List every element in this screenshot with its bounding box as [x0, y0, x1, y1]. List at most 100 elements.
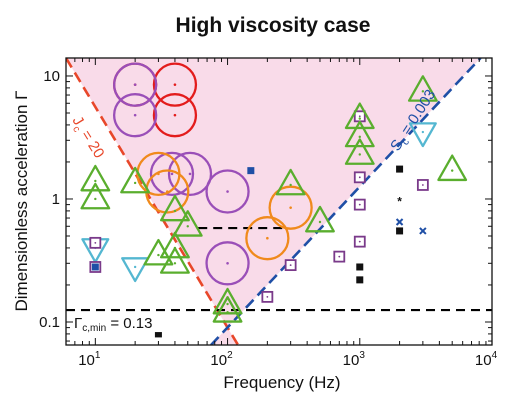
triangle-center-dot [226, 302, 229, 306]
triangle-down-marker [408, 122, 437, 148]
square-center-dot [266, 295, 269, 298]
triangle-center-dot [358, 135, 361, 139]
circle-ring [245, 216, 290, 261]
circle-center-dot [289, 206, 292, 209]
triangle-center-dot [94, 179, 97, 183]
triangle-shape [159, 194, 190, 222]
triangle-shape [344, 138, 375, 165]
open-square-marker [353, 198, 366, 211]
cross-marker [395, 218, 404, 226]
triangle-center-dot [133, 265, 137, 269]
open-square-marker [333, 250, 346, 263]
star-marker: * [397, 195, 402, 209]
triangle-shape [344, 120, 375, 148]
triangle-up-marker [159, 247, 190, 274]
chart-title: High viscosity case [176, 14, 371, 37]
cross-stroke [419, 227, 427, 235]
triangle-center-dot [157, 253, 160, 257]
circle-center-dot [188, 172, 192, 176]
triangle-center-dot [186, 225, 189, 228]
triangle-shape [305, 205, 335, 233]
circle-marker [149, 151, 195, 197]
filled-square-marker [396, 165, 404, 173]
triangle-center-dot [94, 197, 97, 201]
triangle-up-marker [275, 168, 306, 196]
triangle-center-dot [289, 183, 292, 187]
circle-marker [205, 241, 250, 286]
triangle-shape [212, 296, 243, 323]
circle-ring [152, 93, 198, 138]
reference-line [210, 58, 482, 345]
circle-ring [149, 151, 195, 197]
triangle-up-marker [172, 210, 203, 237]
circle-marker [152, 62, 198, 107]
triangle-shape [120, 166, 151, 194]
x-tick-label: 103 [343, 350, 366, 369]
circle-marker [152, 93, 198, 138]
plot-area: *Jc = 20 Sc = 0.003 [66, 58, 492, 345]
circle-ring [112, 62, 158, 107]
open-square-marker [284, 259, 297, 272]
triangle-shape [408, 122, 437, 148]
x-tick-label: 102 [210, 350, 233, 369]
circle-marker [167, 151, 213, 197]
circle-center-dot [226, 261, 229, 265]
triangle-up-marker [407, 75, 438, 102]
open-square-marker [89, 236, 102, 249]
open-square-marker [261, 290, 274, 303]
triangle-center-dot [421, 90, 425, 93]
circle-center-dot [133, 113, 137, 117]
filled-square-marker [396, 227, 404, 235]
open-square-marker [353, 235, 366, 248]
filled-square-marker [356, 263, 364, 271]
x-tick-label: 104 [475, 350, 498, 369]
triangle-shape [143, 238, 174, 266]
shaded-region [66, 58, 481, 345]
circle-marker [245, 216, 290, 261]
gamma-min-annotation: Γc,min = 0.13 [74, 315, 152, 334]
triangle-shape [159, 231, 190, 259]
square-center-dot [358, 115, 361, 118]
circle-center-dot [165, 190, 169, 193]
y-tick-label: 10 [43, 68, 60, 85]
triangle-shape [344, 102, 375, 130]
triangle-shape [159, 247, 190, 274]
circle-ring [152, 62, 198, 107]
square-center-dot [358, 176, 361, 179]
triangle-center-dot [450, 169, 454, 172]
triangle-up-marker [80, 182, 111, 210]
triangle-up-marker [344, 102, 375, 130]
triangle-center-dot [358, 117, 361, 120]
triangle-center-dot [358, 153, 361, 156]
triangle-center-dot [173, 209, 177, 213]
circle-center-dot [226, 190, 229, 193]
x-axis-label: Frequency (Hz) [223, 373, 340, 392]
circle-center-dot [170, 172, 174, 176]
filled-square-marker [154, 330, 162, 338]
triangle-up-marker [437, 154, 468, 182]
triangle-up-marker [344, 138, 375, 165]
triangle-shape [121, 257, 150, 283]
square-center-dot [338, 255, 341, 258]
circle-center-dot [173, 113, 177, 117]
circle-ring [205, 241, 250, 286]
triangle-up-marker [143, 238, 174, 266]
cross-stroke [395, 218, 404, 226]
triangle-up-marker [80, 164, 111, 192]
y-axis-label: Dimensionless acceleration Γ [12, 90, 31, 311]
circle-center-dot [173, 83, 177, 86]
circle-marker [205, 169, 250, 214]
triangle-shape [172, 210, 203, 237]
x-tick-label: 101 [78, 350, 101, 369]
triangle-shape [407, 75, 438, 102]
circle-center-dot [266, 236, 269, 240]
triangle-center-dot [421, 130, 425, 134]
triangle-shape [80, 164, 111, 192]
triangle-up-marker [305, 205, 335, 233]
triangle-down-marker [121, 257, 150, 283]
open-square-marker [416, 179, 429, 191]
triangle-shape [80, 182, 111, 210]
gamma-label-bg [70, 312, 190, 333]
y-tick-label: 1 [52, 191, 60, 208]
